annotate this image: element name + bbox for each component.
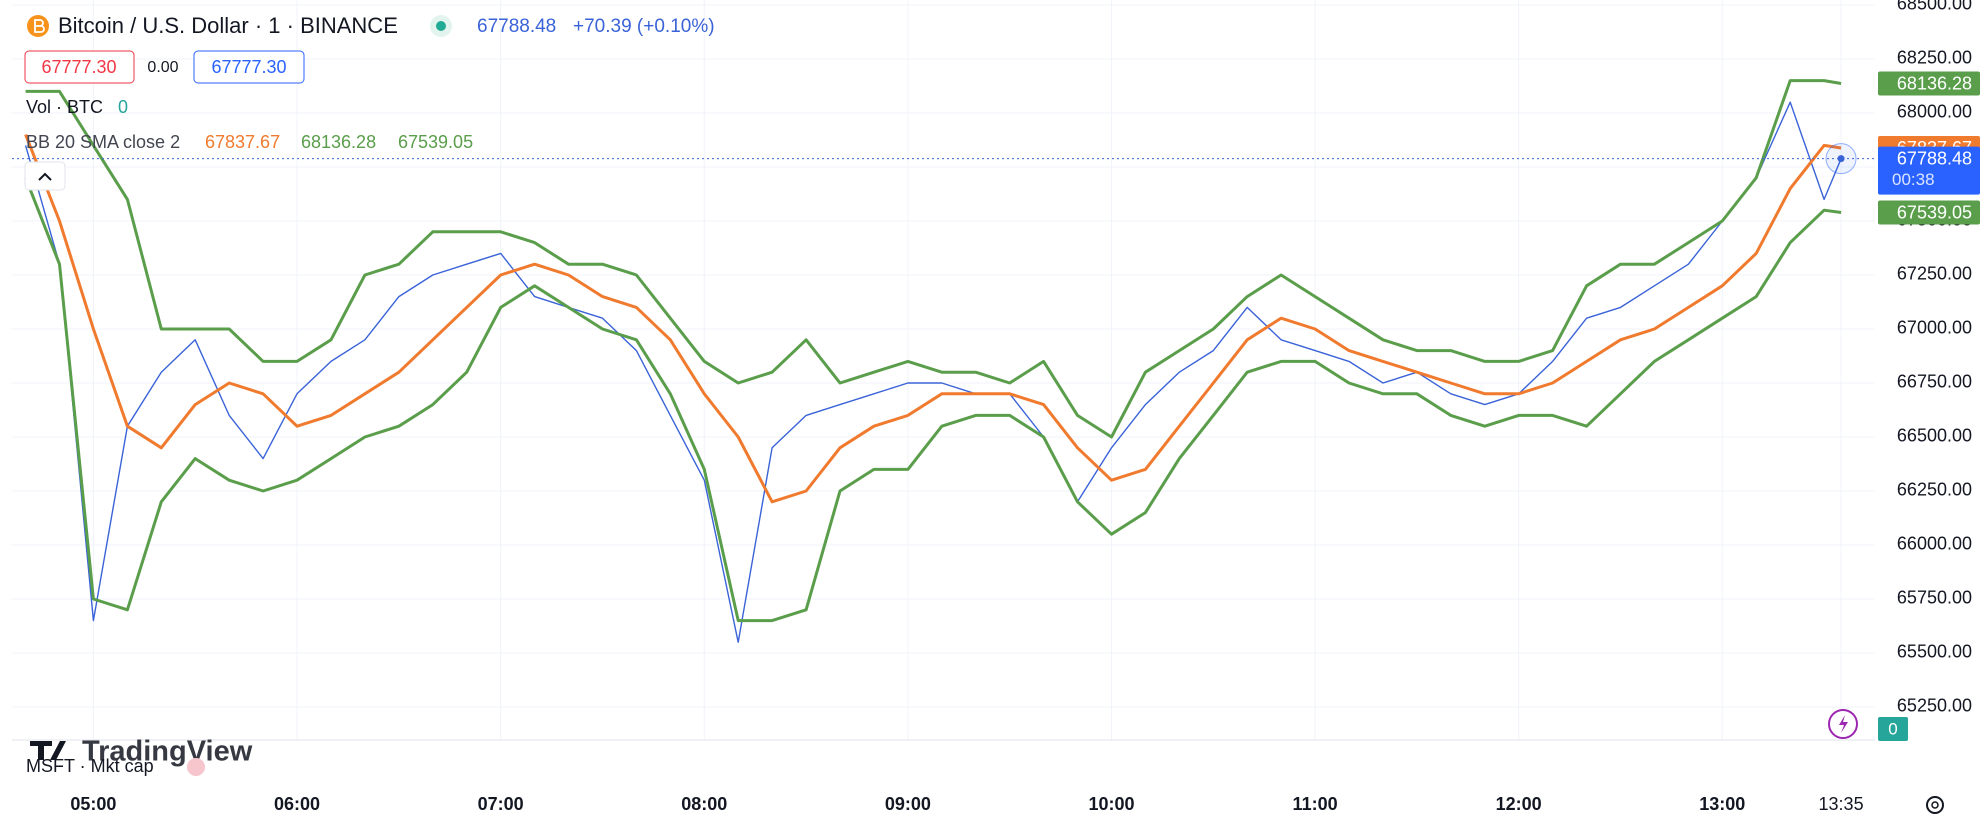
y-tick-label: 65750.00: [1897, 588, 1972, 608]
series-line: [25, 79, 1842, 439]
y-tick-label: 68250.00: [1897, 48, 1972, 68]
x-tick-label: 11:00: [1293, 794, 1338, 814]
collapse-chevron[interactable]: [38, 172, 52, 181]
x-tick-label: 05:00: [70, 794, 116, 814]
settings-button-core[interactable]: [1931, 801, 1939, 809]
lower-band-tag: [1878, 200, 1980, 225]
buy-box[interactable]: [193, 50, 305, 84]
spread: 0.00: [147, 59, 178, 76]
x-tick-label: 06:00: [274, 794, 320, 814]
symbol-title: Bitcoin / U.S. Dollar · 1 · BINANCE: [58, 13, 398, 38]
grid: [12, 0, 1875, 740]
last-price: 67788.48: [477, 16, 556, 37]
y-tick-label: 68500.00: [1897, 0, 1972, 14]
current-price-tag: [1878, 146, 1980, 195]
x-tick-label: 13:35: [1819, 794, 1864, 814]
price-change: +70.39 (+0.10%): [573, 16, 715, 37]
y-tick-label: 65250.00: [1897, 696, 1972, 716]
x-tick-label: 08:00: [681, 794, 727, 814]
overlay-icon: [187, 758, 205, 776]
volume-legend-value: 0: [118, 97, 128, 117]
x-tick-label: 10:00: [1088, 794, 1134, 814]
sell-price[interactable]: 67777.30: [41, 57, 116, 77]
y-tick-label: 67250.00: [1897, 264, 1972, 284]
axes: 65250.00 65500.00 65750.00 66000.00 66250.00…: [12, 0, 1980, 814]
volume-tag-label: 0: [1888, 719, 1897, 738]
countdown: 00:38: [1892, 170, 1935, 189]
overlay-legend: MSFT · Mkt cap: [26, 756, 154, 776]
y-tick-label: 65500.00: [1897, 642, 1972, 662]
plot-area: [12, 79, 1875, 643]
y-tick-label: 66250.00: [1897, 480, 1972, 500]
indicator-lower: 67539.05: [398, 132, 473, 152]
watermark: TradingView: [82, 736, 253, 768]
series-line: [24, 177, 1842, 623]
upper-band-tag-label: 68136.28: [1897, 73, 1972, 93]
indicator-upper: 68136.28: [301, 132, 376, 152]
current-price-tag-label: 67788.48: [1897, 148, 1972, 168]
x-tick-label: 09:00: [885, 794, 931, 814]
buy-price[interactable]: 67777.30: [211, 57, 286, 77]
bitcoin-icon-glyph: [34, 19, 45, 33]
series-line: [24, 101, 1842, 643]
settings-button[interactable]: [1926, 796, 1944, 814]
y-tick-label: 66500.00: [1897, 426, 1972, 446]
volume-legend: Vol · BTC: [26, 97, 103, 117]
lower-band-tag-label: 67539.05: [1897, 202, 1972, 222]
upper-band-tag: [1878, 71, 1980, 96]
series-line: [24, 134, 1842, 504]
y-tick-label: 66000.00: [1897, 534, 1972, 554]
collapse-button[interactable]: [24, 161, 66, 191]
y-tick-label: 68000.00: [1897, 102, 1972, 122]
status-dot: [436, 21, 446, 31]
indicator-basis: 67837.67: [205, 132, 280, 152]
volume-tag: [1878, 717, 1908, 741]
x-tick-label: 07:00: [478, 794, 524, 814]
sell-box[interactable]: [24, 50, 135, 84]
y-tick-label: 66750.00: [1897, 372, 1972, 392]
y-tick-label: 67000.00: [1897, 318, 1972, 338]
x-tick-label: 13:00: [1699, 794, 1745, 814]
alert-icon[interactable]: [1839, 715, 1848, 733]
indicator-legend: BB 20 SMA close 2: [26, 132, 180, 152]
current-price-dot: [1837, 155, 1845, 163]
x-tick-label: 12:00: [1496, 794, 1542, 814]
watermark-logo: [30, 741, 66, 760]
